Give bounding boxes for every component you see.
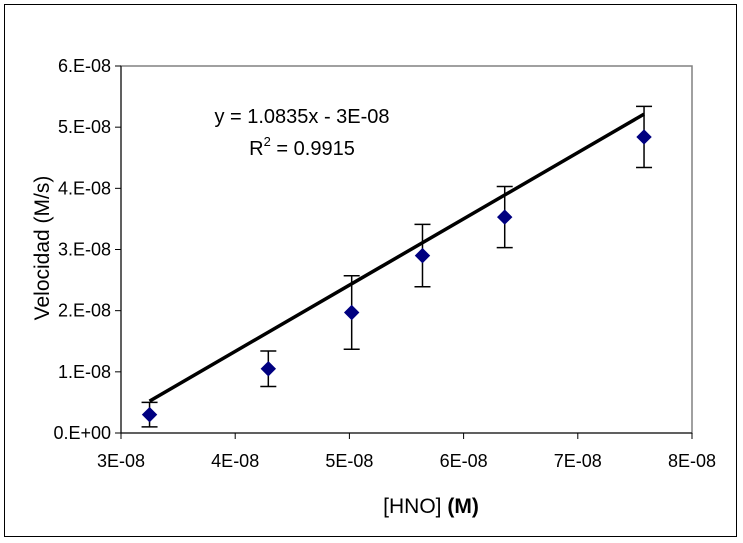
axes bbox=[121, 66, 692, 433]
data-point bbox=[415, 249, 429, 263]
data-point bbox=[637, 130, 651, 144]
y-tick-label: 1.E-08 bbox=[58, 362, 111, 382]
x-tick-label: 8E-08 bbox=[668, 451, 716, 471]
y-tick-label: 6.E-08 bbox=[58, 56, 111, 76]
x-axis-label: [HNO] bbox=[383, 495, 441, 518]
y-tick-label: 3.E-08 bbox=[58, 240, 111, 260]
x-tick-label: 3E-08 bbox=[97, 451, 145, 471]
r-squared-value: = 0.9915 bbox=[271, 138, 355, 160]
chart-svg: 3E-08 4E-08 5E-08 6E-08 7E-08 8E-08 0.E+00 1.E… bbox=[5, 5, 738, 538]
x-tick-label: 4E-08 bbox=[211, 451, 259, 471]
x-tick-label: 5E-08 bbox=[325, 451, 373, 471]
y-axis-title: Velocidad (M/s) bbox=[31, 176, 54, 321]
x-axis-label-unit: (M) bbox=[447, 495, 478, 518]
x-axis-title: [HNO] (M) bbox=[383, 495, 479, 518]
trendline bbox=[150, 114, 644, 401]
data-point bbox=[261, 362, 275, 376]
x-tick-label: 7E-08 bbox=[554, 451, 602, 471]
r-squared-superscript: 2 bbox=[264, 134, 271, 149]
y-tick-label: 4.E-08 bbox=[58, 178, 111, 198]
y-ticks: 0.E+00 1.E-08 2.E-08 3.E-08 4.E-08 5.E-08 6.E-… bbox=[53, 56, 121, 443]
plot-area-border bbox=[121, 66, 692, 433]
r-squared-prefix: R bbox=[249, 138, 263, 160]
data-point bbox=[498, 210, 512, 224]
r-squared-label: R2 = 0.9915 bbox=[249, 134, 355, 160]
data-points bbox=[143, 130, 651, 422]
trendline-group bbox=[150, 114, 644, 401]
data-point bbox=[345, 306, 359, 320]
x-ticks: 3E-08 4E-08 5E-08 6E-08 7E-08 8E-08 bbox=[97, 433, 716, 471]
y-tick-label: 5.E-08 bbox=[58, 117, 111, 137]
y-tick-label: 2.E-08 bbox=[58, 301, 111, 321]
data-point bbox=[143, 408, 157, 422]
x-tick-label: 6E-08 bbox=[440, 451, 488, 471]
y-tick-label: 0.E+00 bbox=[53, 423, 111, 443]
trendline-equation: y = 1.0835x - 3E-08 bbox=[214, 106, 389, 128]
chart-frame: 3E-08 4E-08 5E-08 6E-08 7E-08 8E-08 0.E+00 1.E… bbox=[4, 4, 737, 537]
